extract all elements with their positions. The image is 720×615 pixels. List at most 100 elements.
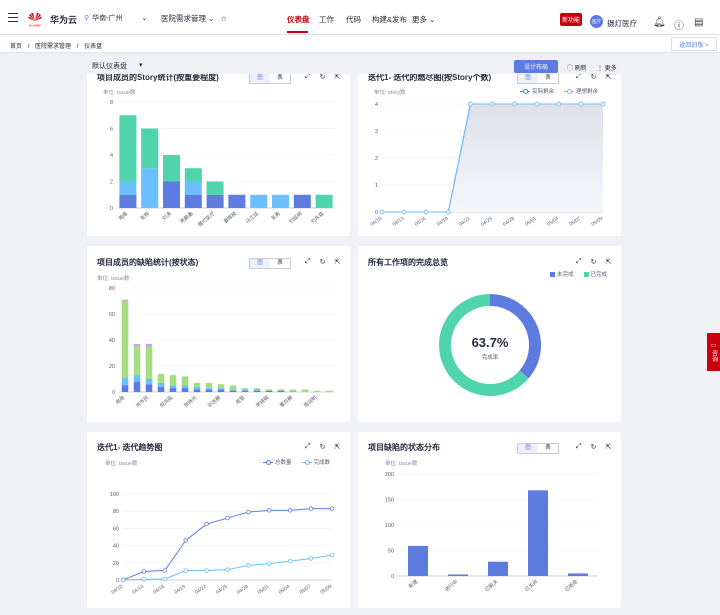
y-tick-label: 100 (110, 492, 119, 498)
dashboard-name: 默认仪表盘 (92, 63, 127, 70)
export-icon[interactable]: ⇱ (334, 74, 341, 81)
legend-complete-label: 已完成 (590, 272, 608, 278)
legend-actual[interactable]: 实际剩余 (520, 87, 554, 95)
export-icon[interactable]: ⇱ (605, 74, 612, 81)
dashboard-selector[interactable]: 默认仪表盘 ▾ (92, 61, 143, 71)
design-layout-button[interactable]: 设计布局 (514, 60, 558, 73)
y-tick-label: 6 (110, 127, 113, 133)
nav-code[interactable]: 代码 (346, 15, 361, 24)
bar-segment (181, 388, 189, 392)
chart-table-toggle[interactable]: 图表 (517, 443, 559, 454)
chart-table-toggle[interactable]: 图表 (249, 74, 291, 84)
toggle-table[interactable]: 表 (277, 75, 283, 81)
huawei-logo: HUAWEI (28, 13, 42, 28)
toggle-chart[interactable]: 图 (250, 74, 270, 83)
expand-icon[interactable]: ⤢ (576, 258, 582, 265)
bell-icon[interactable]: 🔔︎ (653, 17, 666, 28)
bar-segment (313, 390, 321, 392)
chart-table-toggle[interactable]: 图表 (517, 74, 559, 84)
toggle-table[interactable]: 表 (545, 445, 551, 451)
toggle-chart[interactable]: 图 (250, 259, 270, 268)
refresh-icon[interactable]: ↻ (590, 444, 597, 451)
more-icon: ⋮ (597, 66, 603, 72)
bar-segment (119, 115, 137, 182)
refresh-icon[interactable]: ↻ (590, 74, 597, 81)
bar-segment (121, 377, 129, 386)
x-tick-label: 摄灯医疗 (197, 210, 217, 228)
bar-segment (162, 155, 181, 182)
completion-caption: 完成率 (481, 355, 499, 361)
nav-dashboard[interactable]: 仪表盘 (287, 15, 310, 24)
region-selector[interactable]: ⚲ 华南-广州 ⌄ (84, 13, 147, 23)
chevron-down-icon: ⌄ (141, 15, 148, 22)
toggle-chart[interactable]: 图 (518, 74, 538, 83)
data-point (512, 101, 517, 107)
export-icon[interactable]: ⇱ (334, 259, 341, 266)
toggle-table[interactable]: 表 (545, 75, 551, 81)
data-point (308, 506, 314, 511)
legend-done[interactable]: 完成数 (301, 458, 330, 466)
menu-icon[interactable] (8, 13, 18, 22)
new-feature-badge[interactable]: 新功能 (560, 13, 582, 26)
star-icon[interactable]: ☆ (220, 14, 228, 23)
legend-ideal[interactable]: 理想剩余 (564, 87, 598, 95)
export-icon[interactable]: ⇱ (605, 444, 612, 451)
toggle-table[interactable]: 表 (277, 260, 283, 266)
refresh-icon[interactable]: ↻ (319, 74, 326, 81)
avatar[interactable]: 医疗 (590, 15, 603, 28)
back-to-old-version-button[interactable]: 返回旧版 > (671, 37, 717, 51)
expand-icon[interactable]: ⤢ (305, 258, 311, 265)
refresh-icon[interactable]: ↻ (319, 259, 326, 266)
bar-segment (217, 388, 225, 390)
card-iteration-trend: 迭代1- 迭代趋势图 ⤢ ↻ ⇱ 单位: issue数 总数量 完成数 0 20 40 6… (87, 432, 350, 608)
legend-complete[interactable]: 已完成 (583, 270, 608, 278)
more-button[interactable]: ⋮ 更多 (597, 63, 617, 72)
legend-incomplete[interactable]: 未完成 (550, 270, 574, 278)
expand-icon[interactable]: ⤢ (576, 74, 582, 80)
project-name: 医院需求管理 (161, 14, 206, 23)
x-tick-label: 周润明 (302, 394, 318, 409)
bar-segment (145, 346, 153, 379)
x-tick-label: 04/10 (110, 584, 124, 596)
expand-icon[interactable]: ⤢ (305, 443, 311, 450)
project-selector[interactable]: 医院需求管理 ⌄ ☆ (161, 13, 227, 24)
x-tick-label: 倪凤庭 (158, 394, 174, 409)
export-icon[interactable]: ⇱ (605, 259, 612, 266)
bar-segment (277, 390, 285, 392)
breadcrumb-separator: / (27, 44, 30, 50)
bar (568, 573, 588, 576)
bar-segment (241, 390, 249, 392)
nav-more[interactable]: 更多 ⌄ (412, 15, 436, 24)
username[interactable]: 摄灯医疗 (607, 19, 637, 28)
consult-side-tab[interactable]: ▭ 咨询 (707, 333, 720, 371)
legend-total[interactable]: 总数量 (263, 458, 292, 466)
document-icon[interactable]: ▤ (694, 17, 704, 28)
refresh-button[interactable]: ◯ 刷新 (567, 63, 587, 72)
burndown-area (382, 104, 603, 212)
breadcrumb-home[interactable]: 首页 (10, 44, 23, 50)
help-icon[interactable]: ⓘ (674, 21, 684, 32)
chart-table-toggle[interactable]: 图表 (249, 258, 291, 269)
nav-work[interactable]: 工作 (319, 15, 334, 24)
refresh-icon[interactable]: ↻ (319, 444, 326, 451)
expand-icon[interactable]: ⤢ (305, 74, 311, 80)
data-point (401, 209, 407, 215)
bar-segment (193, 389, 201, 392)
legend-marker (564, 88, 575, 94)
bar-segment (325, 390, 333, 392)
breadcrumb-separator: / (76, 44, 79, 50)
data-point (534, 101, 539, 107)
export-icon[interactable]: ⇱ (334, 444, 341, 451)
x-tick-label: 04/16 (152, 584, 166, 596)
nav-build-release[interactable]: 构建&发布 (372, 15, 408, 24)
refresh-icon[interactable]: ↻ (590, 259, 597, 266)
chart-6: 0 50 100 150 200 新建 进行中 已解决 已关闭 已拒绝 (385, 472, 598, 593)
top-navigation-bar: HUAWEI 华为云 ⚲ 华南-广州 ⌄ 医院需求管理 ⌄ ☆ 仪表盘 工作 代… (0, 0, 720, 35)
toggle-chart[interactable]: 图 (518, 444, 538, 453)
bar-segment (229, 390, 237, 392)
breadcrumb-project[interactable]: 医院需求管理 (35, 44, 72, 50)
card-defects-by-status: 项目成员的缺陷统计(按状态) 图表 ⤢ ↻ ⇱ 单位: issue数 0 20 40 60… (87, 246, 350, 422)
refresh-label: 刷新 (574, 66, 587, 72)
expand-icon[interactable]: ⤢ (576, 443, 582, 450)
y-tick-label: 40 (113, 544, 119, 550)
